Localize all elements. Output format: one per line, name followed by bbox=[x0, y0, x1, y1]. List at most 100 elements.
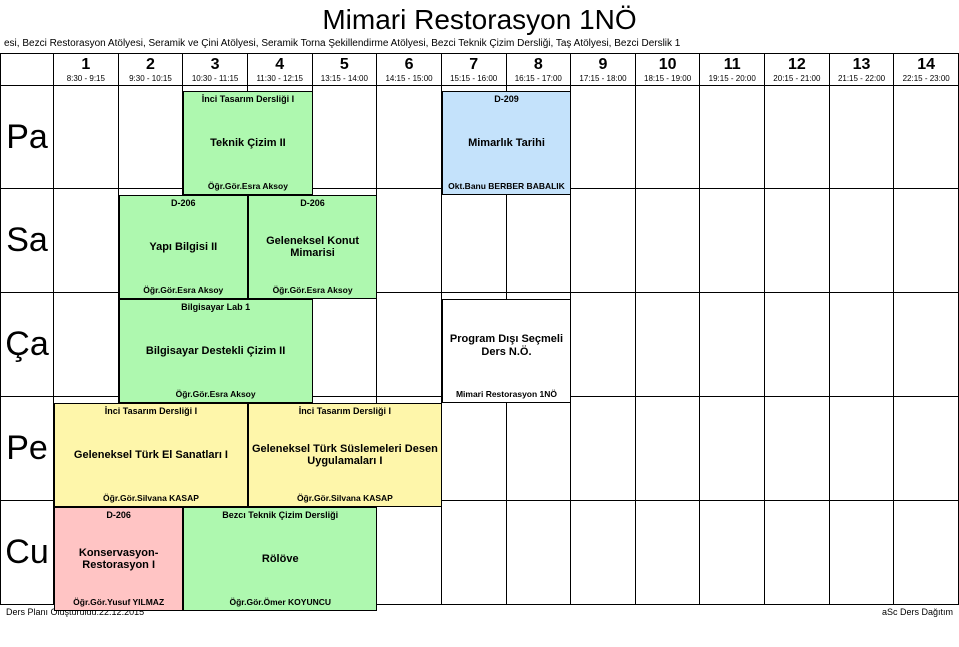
timetable-cell bbox=[313, 293, 378, 397]
column-header: 29:30 - 10:15 bbox=[119, 53, 184, 85]
course-name: Mimarlık Tarihi bbox=[445, 135, 568, 152]
column-number: 10 bbox=[637, 56, 699, 74]
column-header: 1422:15 - 23:00 bbox=[894, 53, 959, 85]
column-header: 1018:15 - 19:00 bbox=[636, 53, 701, 85]
column-header: 1119:15 - 20:00 bbox=[700, 53, 765, 85]
timetable-cell bbox=[571, 189, 636, 293]
column-header: 513:15 - 14:00 bbox=[313, 53, 378, 85]
column-header: 1220:15 - 21:00 bbox=[765, 53, 830, 85]
course-name: Teknik Çizim II bbox=[186, 135, 309, 152]
timetable-cell bbox=[313, 85, 378, 189]
course-teacher: Öğr.Gör.Esra Aksoy bbox=[251, 286, 374, 296]
column-time: 17:15 - 18:00 bbox=[572, 74, 634, 83]
timetable-cell bbox=[442, 397, 507, 501]
column-number: 11 bbox=[701, 56, 763, 74]
column-header: 614:15 - 15:00 bbox=[377, 53, 442, 85]
course-block: Bilgisayar Lab 1 Bilgisayar Destekli Çizi… bbox=[119, 299, 313, 403]
timetable-cell bbox=[636, 501, 701, 605]
column-time: 21:15 - 22:00 bbox=[831, 74, 893, 83]
column-number: 1 bbox=[55, 56, 117, 74]
column-number: 5 bbox=[314, 56, 376, 74]
course-name: Geleneksel Konut Mimarisi bbox=[251, 233, 374, 262]
column-time: 9:30 - 10:15 bbox=[120, 74, 182, 83]
timetable-cell bbox=[377, 293, 442, 397]
day-label: Cu bbox=[0, 501, 54, 605]
course-teacher: Okt.Banu BERBER BABALIK bbox=[445, 182, 568, 192]
course-block: D-206 Geleneksel Konut Mimarisi Öğr.Gör.Es… bbox=[248, 195, 377, 299]
timetable-cell bbox=[507, 397, 572, 501]
timetable-cell bbox=[377, 189, 442, 293]
timetable-cell bbox=[894, 501, 959, 605]
column-header: 1321:15 - 22:00 bbox=[830, 53, 895, 85]
course-block: İnci Tasarım Dersliği ITeknik Çizim IIÖğ… bbox=[183, 91, 312, 195]
timetable-cell bbox=[700, 85, 765, 189]
course-teacher: Öğr.Gör.Yusuf YILMAZ bbox=[57, 598, 180, 608]
course-teacher: Öğr.Gör.Esra Aksoy bbox=[122, 286, 245, 296]
course-name: Yapı Bilgisi II bbox=[122, 239, 245, 256]
timetable-cell bbox=[442, 189, 507, 293]
timetable-cell bbox=[571, 293, 636, 397]
column-time: 14:15 - 15:00 bbox=[378, 74, 440, 83]
column-number: 7 bbox=[443, 56, 505, 74]
column-number: 9 bbox=[572, 56, 634, 74]
timetable-cell bbox=[765, 397, 830, 501]
timetable-cell bbox=[830, 85, 895, 189]
timetable-cell bbox=[119, 85, 184, 189]
header-corner bbox=[0, 53, 54, 85]
timetable-cell bbox=[700, 397, 765, 501]
timetable-cell bbox=[377, 501, 442, 605]
column-time: 19:15 - 20:00 bbox=[701, 74, 763, 83]
course-name: Rölöve bbox=[186, 551, 374, 568]
course-teacher: Öğr.Gör.Ömer KOYUNCU bbox=[186, 598, 374, 608]
timetable-cell bbox=[507, 501, 572, 605]
page: Mimari Restorasyon 1NÖ esi, Bezci Restor… bbox=[0, 4, 959, 619]
timetable-cell bbox=[700, 189, 765, 293]
course-room: İnci Tasarım Dersliği I bbox=[251, 406, 439, 416]
column-header: 18:30 - 9:15 bbox=[54, 53, 119, 85]
column-time: 11:30 - 12:15 bbox=[249, 74, 311, 83]
timetable-cell bbox=[571, 85, 636, 189]
course-block: Program Dışı Seçmeli Ders N.Ö. Mimari Res… bbox=[442, 299, 571, 403]
course-teacher: Mimari Restorasyon 1NÖ bbox=[445, 390, 568, 400]
timetable-cell bbox=[894, 85, 959, 189]
column-time: 18:15 - 19:00 bbox=[637, 74, 699, 83]
course-name: Program Dışı Seçmeli Ders N.Ö. bbox=[445, 331, 568, 360]
day-label: Sa bbox=[0, 189, 54, 293]
course-block: Bezcı Teknik Çizim Dersliği Rölöve Öğr.Gör… bbox=[183, 507, 377, 611]
timetable-cell bbox=[830, 293, 895, 397]
timetable-cell bbox=[377, 85, 442, 189]
course-name: Bilgisayar Destekli Çizim II bbox=[122, 343, 310, 360]
column-time: 13:15 - 14:00 bbox=[314, 74, 376, 83]
column-header: 715:15 - 16:00 bbox=[442, 53, 507, 85]
course-room: Bilgisayar Lab 1 bbox=[122, 302, 310, 312]
column-time: 20:15 - 21:00 bbox=[766, 74, 828, 83]
page-subtitle: esi, Bezci Restorasyon Atölyesi, Seramik… bbox=[0, 38, 959, 53]
course-teacher: Öğr.Gör.Esra Aksoy bbox=[186, 182, 309, 192]
column-time: 15:15 - 16:00 bbox=[443, 74, 505, 83]
course-room: D-206 bbox=[251, 198, 374, 208]
column-header: 411:30 - 12:15 bbox=[248, 53, 313, 85]
course-room: Bezcı Teknik Çizim Dersliği bbox=[186, 510, 374, 520]
timetable-cell bbox=[894, 189, 959, 293]
course-block: D-209 Mimarlık Tarihi Okt.Banu BERBER BABA… bbox=[442, 91, 571, 195]
timetable-cell bbox=[894, 293, 959, 397]
course-block: D-206Yapı Bilgisi IIÖğr.Gör.Esra Aksoy bbox=[119, 195, 248, 299]
timetable-cell bbox=[636, 397, 701, 501]
timetable-cell bbox=[830, 501, 895, 605]
timetable-cell bbox=[571, 397, 636, 501]
timetable-cell bbox=[54, 189, 119, 293]
timetable-cell bbox=[442, 501, 507, 605]
course-room: D-209 bbox=[445, 94, 568, 104]
timetable-cell bbox=[765, 293, 830, 397]
column-time: 8:30 - 9:15 bbox=[55, 74, 117, 83]
page-title: Mimari Restorasyon 1NÖ bbox=[0, 4, 959, 36]
course-teacher: Öğr.Gör.Esra Aksoy bbox=[122, 390, 310, 400]
timetable-cell bbox=[54, 293, 119, 397]
column-time: 22:15 - 23:00 bbox=[895, 74, 957, 83]
column-number: 2 bbox=[120, 56, 182, 74]
timetable-grid: 18:30 - 9:1529:30 - 10:15310:30 - 11:154… bbox=[0, 53, 959, 605]
timetable-cell bbox=[894, 397, 959, 501]
column-header: 917:15 - 18:00 bbox=[571, 53, 636, 85]
course-block: İnci Tasarım Dersliği IGeleneksel Türk E… bbox=[54, 403, 248, 507]
column-header: 816:15 - 17:00 bbox=[507, 53, 572, 85]
